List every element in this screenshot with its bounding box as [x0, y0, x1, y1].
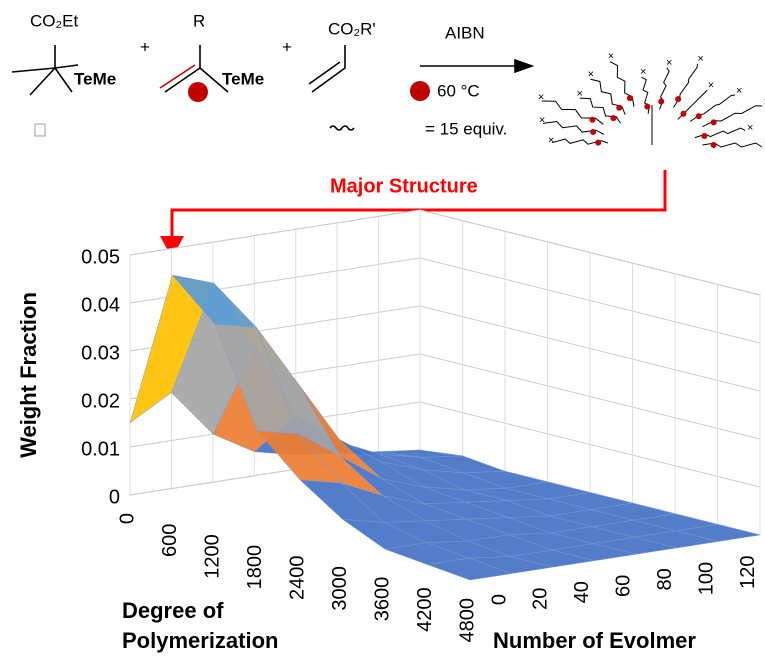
temperature: 60 °C — [437, 81, 480, 100]
x-tick-label: 3600 — [371, 577, 393, 622]
x-tick-label: 0 — [116, 513, 138, 524]
y-tick-label: 120 — [737, 555, 759, 588]
x-tick-label: 4800 — [456, 598, 478, 643]
end-group: × — [548, 134, 554, 146]
y-tick-label: 60 — [613, 575, 635, 597]
dendron: ×××××××××××××× — [538, 51, 765, 151]
acrylate: CO₂R' — [328, 19, 376, 38]
end-group: × — [539, 114, 545, 126]
equivalents: = 15 equiv. — [425, 119, 507, 138]
te: TeMe — [74, 69, 116, 88]
unit — [610, 115, 616, 121]
unit — [696, 113, 702, 119]
unit — [595, 140, 601, 146]
end-group: × — [697, 53, 703, 65]
x-tick-label: 1200 — [201, 534, 223, 579]
y-axis-label: Number of Evolmer — [493, 628, 696, 653]
squiggle — [330, 126, 354, 130]
box — [35, 124, 45, 136]
end-group: × — [577, 88, 583, 100]
ester: CO₂Et — [30, 11, 78, 30]
bond — [12, 45, 78, 95]
arrowhead — [515, 60, 532, 72]
end-group: × — [747, 122, 753, 134]
y-tick-label: 20 — [530, 588, 552, 610]
figure: CO₂Et TeMe + R TeMe + CO₂R' AIBN 60 °C =… — [0, 0, 765, 661]
end-group: × — [608, 51, 614, 63]
x-axis-label: Degree of — [122, 598, 224, 623]
z-tick-label: 0.01 — [81, 438, 120, 460]
z-tick-label: 0.03 — [81, 342, 120, 364]
dot — [188, 82, 208, 102]
x-tick-label: 600 — [159, 524, 181, 557]
unit — [680, 111, 686, 117]
end-group: × — [736, 85, 742, 97]
plus: + — [282, 37, 292, 56]
annotation: Major Structure — [330, 175, 478, 197]
z-tick-label: 0.02 — [81, 390, 120, 412]
bond — [160, 65, 195, 88]
unit — [658, 98, 664, 104]
bond — [309, 45, 345, 92]
dot — [410, 81, 430, 101]
z-tick-label: 0.05 — [81, 246, 120, 268]
unit — [701, 133, 707, 139]
end-group: × — [640, 66, 646, 78]
y-tick-label: 80 — [654, 568, 676, 590]
initiator: AIBN — [445, 23, 485, 42]
y-tick-label: 40 — [571, 581, 593, 603]
x-tick-label: 3000 — [329, 566, 351, 611]
y-tick-label: 100 — [695, 562, 717, 595]
z-tick-label: 0 — [109, 486, 120, 508]
end-group: × — [538, 91, 544, 103]
unit — [711, 142, 717, 148]
substituent: R — [193, 11, 205, 30]
plus: + — [140, 37, 150, 56]
unit — [627, 95, 633, 101]
y-tick-label: 0 — [488, 594, 510, 605]
end-group: × — [588, 69, 594, 81]
te: TeMe — [222, 69, 264, 88]
z-tick-label: 0.04 — [81, 294, 120, 316]
unit — [644, 104, 650, 110]
x-tick-label: 4200 — [414, 587, 436, 632]
unit — [590, 129, 596, 135]
unit — [589, 117, 595, 123]
x-tick-label: 2400 — [286, 556, 308, 601]
x-tick-label: 1800 — [244, 545, 266, 590]
x-axis-label: Polymerization — [122, 628, 278, 653]
unit — [711, 119, 717, 125]
unit — [616, 105, 622, 111]
unit — [675, 96, 681, 102]
end-group: × — [666, 57, 672, 69]
z-axis-label: Weight Fraction — [16, 292, 41, 458]
end-group: × — [708, 80, 714, 92]
